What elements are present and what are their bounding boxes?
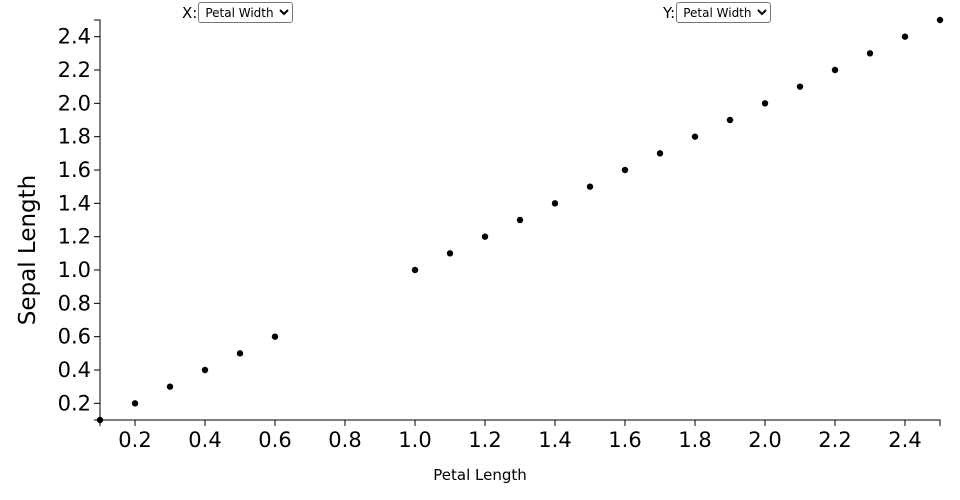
- data-point: [796, 83, 804, 90]
- y-axis-selector: Y: Petal Width: [663, 2, 772, 23]
- scatter-points: [96, 16, 944, 424]
- data-point: [271, 333, 279, 340]
- y-tick-label: 1.6: [58, 158, 91, 182]
- data-point: [936, 16, 944, 24]
- data-point: [656, 150, 664, 157]
- x-tick-label: 1.2: [468, 428, 501, 452]
- data-point: [516, 216, 524, 224]
- x-tick-label: 1.6: [608, 428, 641, 452]
- data-point: [481, 233, 489, 240]
- y-tick-label: 2.0: [58, 91, 91, 115]
- y-tick-label: 1.2: [58, 225, 91, 249]
- x-tick-label: 1.8: [678, 428, 711, 452]
- data-point: [866, 50, 874, 57]
- x-tick-label: 1.0: [398, 428, 431, 452]
- x-selector-label: X:: [182, 3, 198, 22]
- data-point: [131, 400, 139, 407]
- x-tick-label: 1.4: [538, 428, 571, 452]
- data-point: [96, 416, 104, 424]
- y-tick-label: 2.2: [58, 58, 91, 82]
- y-axis: 0.2 0.4 0.6 0.8 1.0 1.2 1.4 1.6 1.8 2.0 2.2 2.4: [58, 19, 101, 421]
- data-point: [166, 383, 174, 390]
- data-point: [236, 350, 244, 357]
- y-axis-title: Sepal Length: [15, 175, 41, 325]
- y-tick-label: 2.4: [58, 25, 91, 49]
- data-point: [201, 366, 209, 374]
- x-tick-label: 2.4: [888, 428, 921, 452]
- data-point: [551, 200, 559, 207]
- data-point: [586, 183, 594, 190]
- data-point: [726, 116, 734, 124]
- y-tick-label: 0.8: [58, 291, 91, 315]
- y-axis-line: [94, 19, 101, 421]
- y-axis-select[interactable]: Petal Width: [676, 2, 772, 23]
- y-tick-label: 1.0: [58, 258, 91, 282]
- y-tick-label: 0.6: [58, 325, 91, 349]
- x-axis: 0.2 0.4 0.6 0.8 1.0 1.2 1.4 1.6 1.8 2.0 2.2 2.4: [99, 419, 941, 452]
- x-tick-label: 0.2: [118, 428, 151, 452]
- y-tick-label: 0.4: [58, 358, 91, 382]
- y-tick-label: 1.8: [58, 125, 91, 149]
- x-axis-selector: X: Petal Width: [182, 2, 294, 23]
- data-point: [761, 100, 769, 107]
- y-tick-label: 0.2: [58, 391, 91, 415]
- x-axis-title: Petal Length: [433, 466, 527, 484]
- x-tick-label: 0.6: [258, 428, 291, 452]
- y-selector-label: Y:: [663, 3, 676, 22]
- y-tick-label: 1.4: [58, 191, 91, 215]
- x-tick-label: 0.4: [188, 428, 221, 452]
- data-point: [446, 250, 454, 257]
- data-point: [621, 166, 629, 174]
- data-point: [691, 133, 699, 140]
- data-point: [901, 33, 909, 40]
- data-point: [411, 266, 419, 274]
- x-axis-select[interactable]: Petal Width: [198, 2, 294, 23]
- data-point: [831, 66, 839, 74]
- x-tick-label: 2.0: [748, 428, 781, 452]
- x-tick-label: 2.2: [818, 428, 851, 452]
- x-axis-line: [99, 419, 941, 426]
- x-tick-label: 0.8: [328, 428, 361, 452]
